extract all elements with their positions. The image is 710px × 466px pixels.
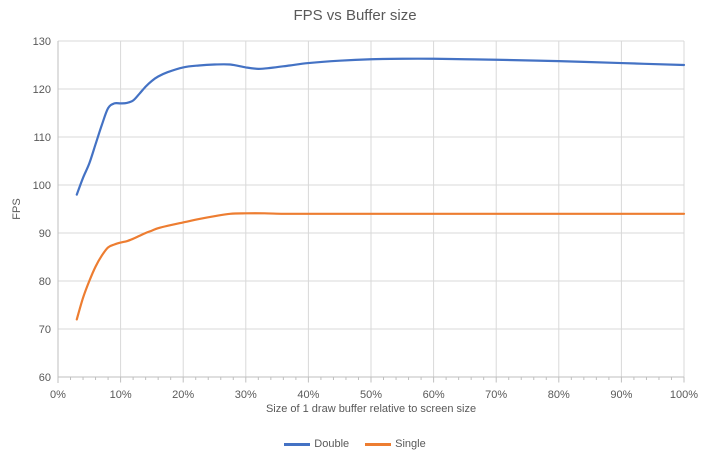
x-tick-label: 30% xyxy=(235,389,257,401)
x-tick-label: 20% xyxy=(172,389,194,401)
legend-label-single: Single xyxy=(395,438,426,450)
x-tick-label: 10% xyxy=(110,389,132,401)
legend-label-double: Double xyxy=(314,438,350,450)
x-tick-label: 100% xyxy=(670,389,698,401)
x-tick-label: 60% xyxy=(423,389,445,401)
x-tick-label: 50% xyxy=(360,389,382,401)
y-tick-label: 130 xyxy=(33,36,51,48)
legend-swatch-single-line xyxy=(365,442,392,446)
legend-item-single: Single xyxy=(365,438,426,450)
legend-swatch-double-line xyxy=(284,442,311,446)
x-tick-label: 40% xyxy=(297,389,319,401)
legend: Double Single xyxy=(0,438,710,450)
legend-item-double: Double xyxy=(284,438,349,450)
y-tick-label: 60 xyxy=(39,372,51,384)
y-tick-label: 100 xyxy=(33,180,51,192)
y-tick-label: 120 xyxy=(33,84,51,96)
series-line-double xyxy=(75,57,686,196)
x-tick-label: 70% xyxy=(485,389,507,401)
y-tick-label: 110 xyxy=(33,132,51,144)
x-axis-title: Size of 1 draw buffer relative to screen… xyxy=(265,403,477,415)
y-tick-label: 90 xyxy=(39,228,51,240)
chart-title: FPS vs Buffer size xyxy=(293,7,417,24)
y-tick-label: 80 xyxy=(39,276,51,288)
x-tick-label: 0% xyxy=(50,389,66,401)
y-axis-title: FPS xyxy=(11,198,23,220)
y-tick-label: 70 xyxy=(39,324,51,336)
x-tick-label: 80% xyxy=(548,389,570,401)
series-line-single xyxy=(75,212,686,321)
x-tick-label: 90% xyxy=(610,389,632,401)
